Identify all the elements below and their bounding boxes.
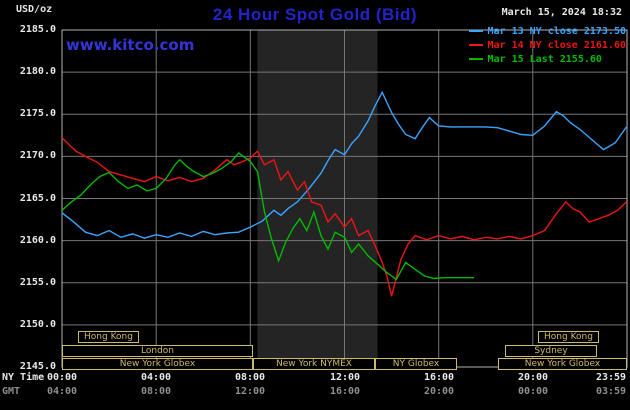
- datetime-label: March 15, 2024 18:32: [501, 7, 622, 18]
- legend-color-dash-red: [468, 44, 483, 46]
- legend-item-mar14: Mar 14 NY close 2161.60: [468, 38, 626, 52]
- page-title: 24 Hour Spot Gold (Bid): [212, 5, 418, 24]
- legend-item-mar15: Mar 15 Last 2155.60: [468, 52, 626, 66]
- legend-item-label: Mar 14 NY close 2161.60: [487, 39, 626, 51]
- unit-label: USD/oz: [16, 4, 53, 15]
- legend-color-dash-green: [468, 58, 483, 60]
- legend-item-label: Mar 15 Last 2155.60: [487, 53, 602, 65]
- legend-item-label: Mar 13 NY close 2173.50: [487, 25, 626, 37]
- kitco-watermark-link[interactable]: www.kitco.com: [66, 36, 195, 54]
- legend-item-mar13: Mar 13 NY close 2173.50: [468, 24, 626, 38]
- legend-color-dash-blue: [468, 30, 483, 32]
- series-line-mar14: [61, 137, 627, 297]
- legend: Mar 13 NY close 2173.50 Mar 14 NY close …: [468, 24, 626, 66]
- series-line-mar13: [61, 90, 628, 239]
- series-line-mar15: [61, 152, 474, 281]
